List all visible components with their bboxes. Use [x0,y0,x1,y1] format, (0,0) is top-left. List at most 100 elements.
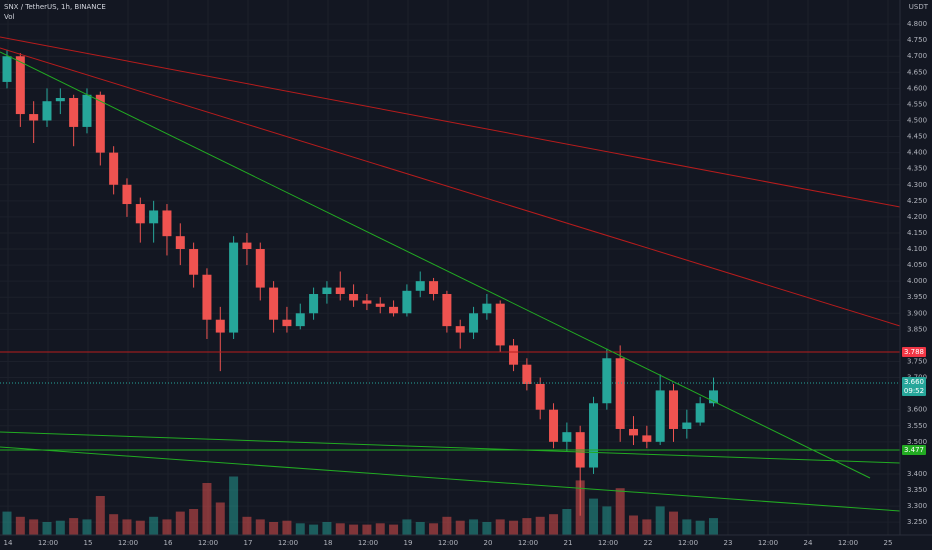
volume-bar [535,516,545,535]
volume-bar [255,519,265,535]
volume-bar [2,511,12,535]
volume-bar [175,511,185,535]
candle-body [642,435,652,442]
x-tick-label: 25 [884,539,893,547]
candle-body [335,287,345,295]
x-tick-label: 12:00 [278,539,298,547]
y-tick-label: 3.500 [907,438,927,446]
candle-body [682,422,692,429]
trend-line [0,446,901,512]
volume-bar [322,522,332,535]
y-tick-label: 4.600 [907,84,927,92]
price-tag-label: 3.477 [904,446,924,454]
volume-bar [149,516,159,535]
volume-bar [15,516,25,535]
y-tick-label: 4.250 [907,197,927,205]
volume-bar [455,520,465,535]
axis-layer: 4.800 4.750 4.700 4.650 4.600 4.550 4.500 4.450… [4,20,928,547]
x-tick-label: 24 [804,539,813,547]
price-tag [902,386,926,396]
price-tag-label: 3.660 [904,378,924,386]
candle-body [135,204,145,224]
candle-body [402,290,412,314]
candle-body [655,390,665,442]
volume-bar [509,520,519,535]
candle-body [309,294,319,314]
candle-body [202,274,212,320]
volume-bar [282,520,292,535]
volume-bar [389,524,399,535]
candle-body [442,294,452,327]
x-tick-label: 18 [324,539,333,547]
candle-body [455,326,465,333]
volume-bar [549,514,559,535]
trend-line [0,36,901,208]
candle-body [109,152,119,185]
y-tick-label: 3.350 [907,486,927,494]
volume-bar [162,519,172,535]
volume-bar [415,522,425,535]
y-tick-label: 4.100 [907,245,927,253]
candle-body [189,249,199,275]
candle-body [322,287,332,295]
grid [0,0,900,535]
volume-bar [335,523,345,535]
price-tag [902,377,926,387]
candle-body [149,210,159,224]
candle-body [242,242,252,250]
volume-bar [295,523,305,535]
volume-bar [269,522,279,535]
y-tick-label: 3.900 [907,309,927,317]
volume-bar [95,496,105,535]
volume-bar [55,520,65,535]
candle-body [255,249,265,288]
price-tag-label: 3.788 [904,348,924,356]
candle-body [122,184,132,205]
volume-bar [215,502,225,535]
volume-bar [522,518,532,535]
candle-body [669,390,678,429]
volume-bar [375,523,385,535]
y-tick-label: 4.300 [907,181,927,189]
volume-bar [708,518,718,535]
candle-body [495,303,505,346]
volume-bar [615,488,625,535]
volume-legend: Vol [4,13,15,21]
volume-bar [82,519,92,535]
volume-bar [602,506,612,535]
volume-bar [349,524,359,535]
volume-bar [482,522,492,535]
currency-label: USDT [909,3,929,11]
x-tick-label: 12:00 [38,539,58,547]
candle-body [562,432,572,442]
candle-body [389,306,399,314]
candle-body [82,94,92,127]
y-tick-label: 4.200 [907,213,927,221]
x-tick-label: 12:00 [198,539,218,547]
volume-bar [562,509,572,535]
x-tick-label: 12:00 [598,539,618,547]
x-tick-label: 12:00 [758,539,778,547]
volume-bar [29,519,39,535]
volume-bar [682,519,692,535]
y-tick-label: 3.600 [907,406,927,414]
y-tick-label: 4.550 [907,100,927,108]
x-tick-label: 23 [724,539,733,547]
volume-bar [669,511,678,535]
trend-line [0,51,871,479]
candle-body [69,98,79,127]
candle-body [535,383,545,410]
volume-bar [362,524,372,535]
candle-body [295,313,305,327]
y-tick-label: 4.750 [907,36,927,44]
y-tick-label: 3.950 [907,293,927,301]
y-tick-label: 4.400 [907,149,927,157]
volume-bar [629,515,639,535]
volume-layer [2,476,718,535]
volume-bar [122,519,132,535]
candle-body [522,364,532,384]
candle-body [708,390,718,404]
y-tick-label: 3.250 [907,518,927,526]
candle-body [362,300,372,304]
